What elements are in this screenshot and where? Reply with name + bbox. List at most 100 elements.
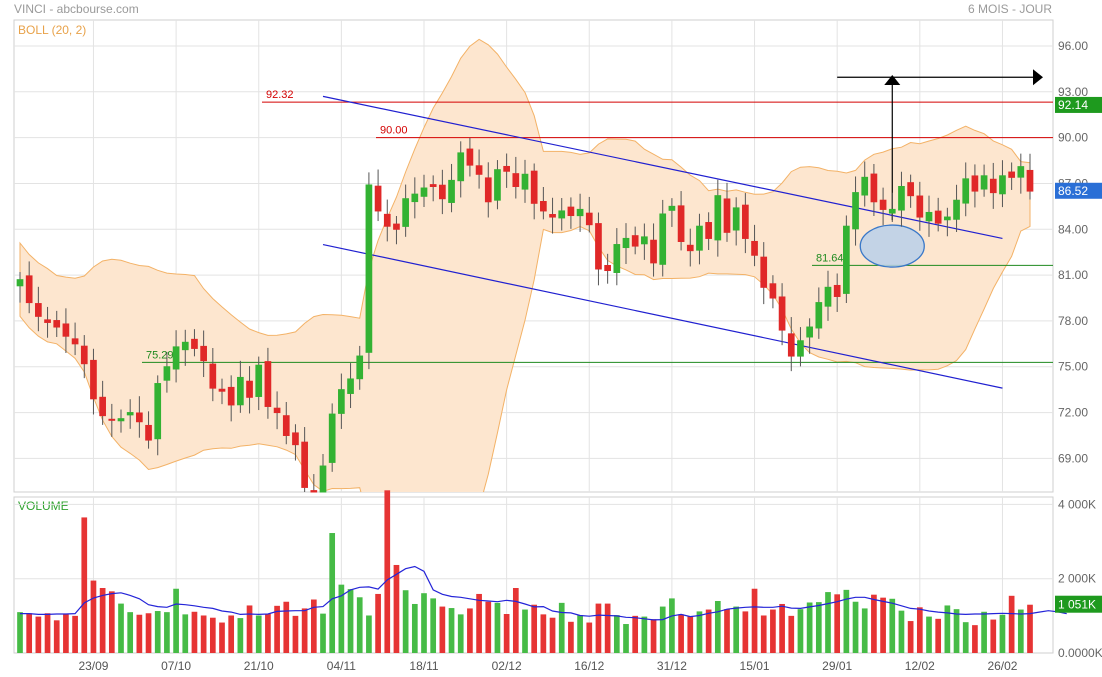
x-tick-label: 02/12 <box>492 659 522 673</box>
volume-bar <box>421 593 427 653</box>
x-tick-label: 21/10 <box>244 659 274 673</box>
volume-bar <box>733 606 740 653</box>
volume-bar <box>990 619 997 653</box>
volume-bar <box>714 601 721 653</box>
candle-body <box>944 216 951 221</box>
candle-body <box>301 441 308 488</box>
volume-bar <box>209 617 216 653</box>
candle-body <box>696 225 703 251</box>
volume-bar <box>182 614 189 653</box>
volume-bar <box>274 605 280 653</box>
volume-bar <box>742 611 749 653</box>
price-tick-label: 72.00 <box>1058 406 1088 420</box>
candle-body <box>383 213 391 227</box>
volume-bar <box>512 588 519 653</box>
candle-body <box>916 195 924 218</box>
candle-body <box>44 319 51 323</box>
volume-bar <box>439 606 446 653</box>
candle-body <box>172 346 180 370</box>
candle-body <box>246 380 253 398</box>
candle-body <box>264 361 272 407</box>
candle-body <box>567 206 575 217</box>
volume-bar <box>329 533 336 653</box>
price-tick-label: 75.00 <box>1058 360 1088 374</box>
candle-body <box>631 235 639 247</box>
volume-bar <box>17 612 23 653</box>
candle-body <box>80 345 88 365</box>
candle-body <box>1017 166 1025 178</box>
candle-body <box>1008 171 1015 178</box>
candle-body <box>282 415 290 436</box>
volume-tick-label: 4 000K <box>1058 497 1096 511</box>
volume-bar <box>384 490 391 653</box>
volume-bar <box>999 614 1006 653</box>
price-panel-frame <box>13 19 1054 493</box>
volume-bar <box>604 603 611 653</box>
candle-body <box>191 338 198 349</box>
candle-body <box>787 333 795 357</box>
level-label: 81.64 <box>816 252 844 264</box>
volume-bar <box>531 604 538 653</box>
candle-body <box>457 152 465 182</box>
price-badge <box>1055 96 1102 113</box>
candle-body <box>126 412 134 416</box>
volume-bar <box>154 611 161 653</box>
volume-bar <box>558 602 565 653</box>
volume-bar <box>825 592 831 653</box>
volume-bar <box>806 602 813 653</box>
volume-bar <box>678 614 684 653</box>
volume-bar <box>843 589 850 653</box>
volume-bar <box>861 608 868 653</box>
candle-body <box>925 211 933 222</box>
volume-bar <box>191 611 198 653</box>
x-tick-label: 23/09 <box>78 659 108 673</box>
volume-bar <box>393 564 400 653</box>
x-tick-label: 31/12 <box>657 659 687 673</box>
volume-bar <box>944 605 951 653</box>
candle-body <box>494 169 501 201</box>
volume-bar <box>118 603 124 653</box>
volume-bar <box>1008 595 1015 653</box>
candle-body <box>163 366 171 381</box>
candle-body <box>843 225 850 294</box>
volume-bar <box>90 580 97 653</box>
candle-body <box>310 490 318 493</box>
volume-bar <box>99 588 106 653</box>
volume-label: VOLUME <box>18 499 69 513</box>
volume-bar <box>815 602 822 653</box>
candle-body <box>439 184 446 200</box>
candle-body <box>806 326 813 338</box>
candle-body <box>934 210 942 224</box>
volume-bar <box>540 614 547 653</box>
candle-body <box>319 465 327 493</box>
volume-bar <box>320 613 326 653</box>
volume-bar <box>788 615 795 653</box>
x-tick-label: 15/01 <box>740 659 770 673</box>
volume-bar <box>356 597 363 653</box>
x-tick-label: 18/11 <box>409 659 438 673</box>
volume-bar <box>430 598 437 653</box>
candle-body <box>751 240 758 256</box>
volume-bar <box>953 609 960 653</box>
arrow-right-icon <box>1033 69 1043 86</box>
candle-body <box>641 236 648 245</box>
candle-body <box>181 341 189 351</box>
chart-period-label: 6 MOIS - JOUR <box>967 2 1052 16</box>
candle-body <box>411 193 419 203</box>
volume-bar <box>72 615 78 653</box>
candle-body <box>742 204 749 239</box>
price-tick-label: 96.00 <box>1058 39 1088 53</box>
candle-body <box>273 407 281 414</box>
volume-bar <box>549 617 556 653</box>
volume-bar <box>476 593 482 653</box>
candle-body <box>732 207 740 231</box>
volume-bar <box>26 613 33 653</box>
candle-body <box>154 383 162 440</box>
candle-body <box>686 244 694 252</box>
candle-body <box>200 345 207 362</box>
volume-bar <box>871 594 877 653</box>
candle-body <box>879 199 887 210</box>
candle-body <box>622 237 630 249</box>
x-tick-label: 29/01 <box>822 659 852 673</box>
volume-bar <box>411 603 418 653</box>
